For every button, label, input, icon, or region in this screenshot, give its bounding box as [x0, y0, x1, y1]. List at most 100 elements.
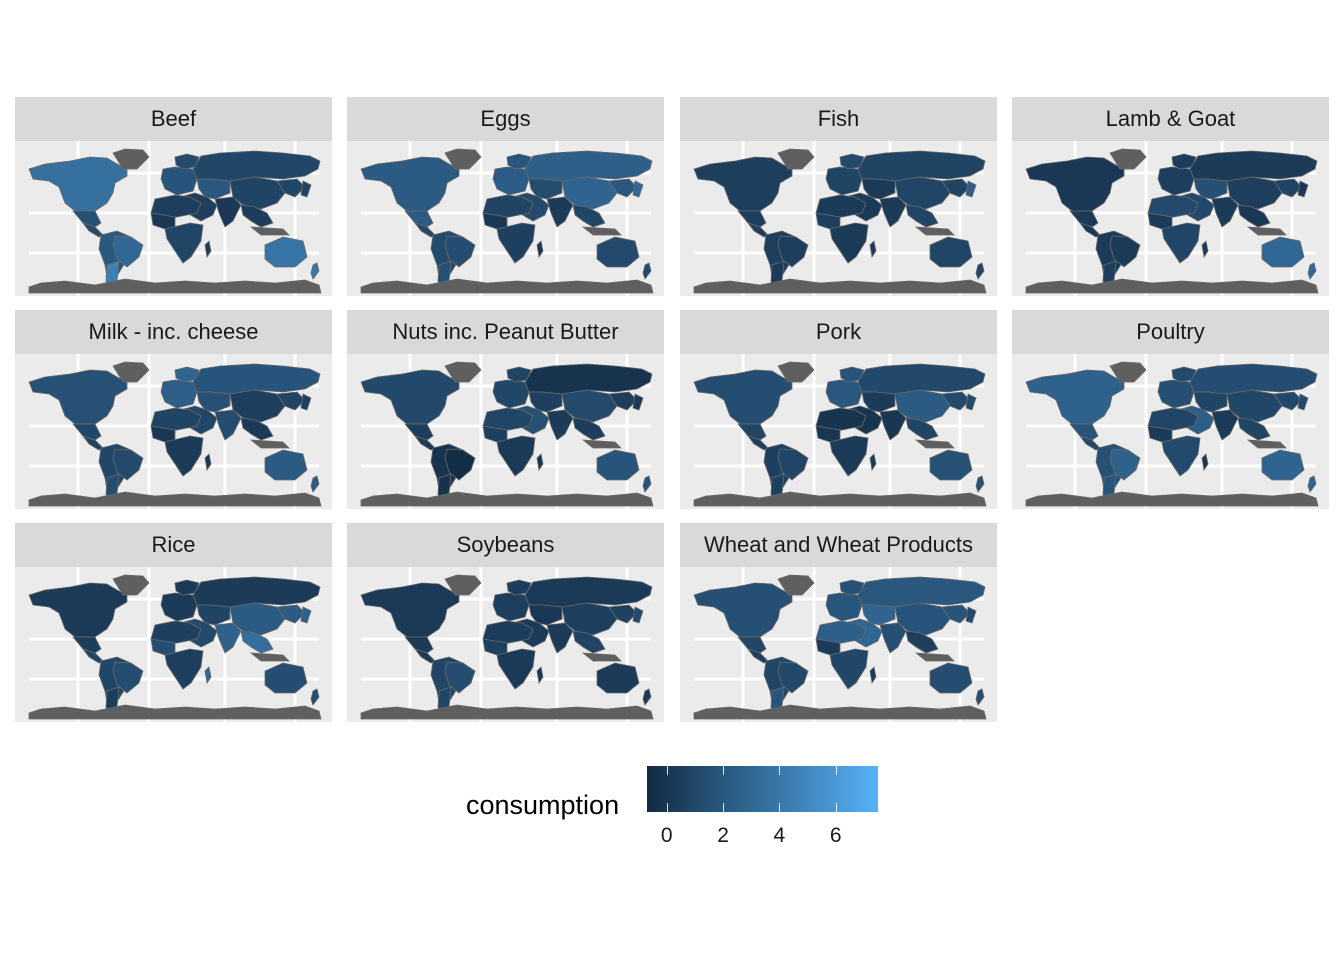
region-madagascar	[536, 240, 544, 259]
region-casia	[196, 391, 231, 413]
region-madagascar	[869, 666, 877, 685]
region-seasia	[905, 417, 939, 441]
facet-panel: Fish	[680, 97, 997, 296]
region-easia	[1273, 178, 1303, 198]
region-mexico	[72, 636, 102, 654]
region-madagascar	[204, 666, 212, 685]
region-seasia	[1237, 204, 1271, 228]
region-sasia	[879, 409, 907, 441]
region-easia	[276, 604, 306, 624]
region-indonesia	[249, 226, 290, 236]
facet-panel: Rice	[15, 523, 332, 722]
region-seasia	[240, 417, 274, 441]
facet-panel: Beef	[15, 97, 332, 296]
region-russia	[524, 576, 653, 608]
region-europe	[825, 592, 863, 622]
region-brazil	[777, 661, 809, 694]
region-china	[894, 602, 951, 636]
region-casia	[528, 604, 563, 626]
region-japan	[300, 606, 312, 624]
region-japan	[965, 180, 977, 198]
facet-strip-label: Pork	[680, 310, 997, 354]
region-safrica	[829, 222, 869, 264]
region-sasia	[1211, 409, 1239, 441]
region-easia	[608, 391, 638, 411]
region-europe	[160, 166, 198, 196]
region-europe	[1157, 166, 1195, 196]
region-antarctica	[1025, 278, 1319, 294]
legend-tick	[779, 803, 781, 812]
region-japan	[300, 393, 312, 411]
facet-strip-label: Beef	[15, 97, 332, 141]
region-mexico	[404, 636, 434, 654]
world-map	[693, 567, 987, 722]
region-russia	[192, 363, 321, 395]
region-madagascar	[204, 240, 212, 259]
facet-panel: Milk - inc. cheese	[15, 310, 332, 509]
region-brazil	[444, 448, 476, 481]
region-mexico	[737, 636, 767, 654]
facet-panel: Lamb & Goat	[1012, 97, 1329, 296]
world-map	[28, 354, 322, 509]
region-mexico	[1069, 210, 1099, 228]
region-antarctica	[28, 491, 322, 507]
region-indonesia	[249, 652, 290, 662]
region-europe	[825, 166, 863, 196]
facet-strip-label: Fish	[680, 97, 997, 141]
region-europe	[160, 592, 198, 622]
region-madagascar	[204, 453, 212, 472]
facet-strip-label: Wheat and Wheat Products	[680, 523, 997, 567]
region-brazil	[1109, 448, 1141, 481]
region-australia	[929, 449, 973, 481]
region-safrica	[829, 648, 869, 690]
region-japan	[632, 180, 644, 198]
region-greenland	[1109, 148, 1147, 170]
region-nz	[642, 262, 652, 280]
region-mexico	[404, 423, 434, 441]
facet-strip-label: Lamb & Goat	[1012, 97, 1329, 141]
region-sasia	[879, 196, 907, 228]
region-europe	[492, 379, 530, 409]
region-china	[1226, 176, 1283, 210]
region-nz	[975, 475, 985, 493]
facet-panel: Nuts inc. Peanut Butter	[347, 310, 664, 509]
region-antarctica	[1025, 491, 1319, 507]
region-china	[229, 602, 286, 636]
world-map	[28, 567, 322, 722]
region-easia	[941, 391, 971, 411]
facet-panel: Soybeans	[347, 523, 664, 722]
region-easia	[1273, 391, 1303, 411]
region-sasia	[546, 622, 574, 654]
region-china	[561, 389, 618, 423]
map-panel	[680, 354, 997, 509]
region-nz	[642, 475, 652, 493]
region-indonesia	[914, 652, 955, 662]
region-mexico	[1069, 423, 1099, 441]
map-panel	[15, 354, 332, 509]
region-nz	[642, 688, 652, 706]
region-nz	[1307, 262, 1317, 280]
region-seasia	[572, 204, 606, 228]
map-panel	[1012, 141, 1329, 296]
region-namerica	[693, 369, 793, 425]
region-australia	[1261, 449, 1305, 481]
region-safrica	[164, 435, 204, 477]
facet-panel: Poultry	[1012, 310, 1329, 509]
region-antarctica	[28, 278, 322, 294]
region-europe	[492, 166, 530, 196]
map-panel	[680, 567, 997, 722]
region-namerica	[1025, 369, 1125, 425]
region-japan	[632, 393, 644, 411]
region-russia	[192, 576, 321, 608]
region-japan	[300, 180, 312, 198]
region-mexico	[737, 210, 767, 228]
region-safrica	[1161, 222, 1201, 264]
region-brazil	[1109, 235, 1141, 268]
region-europe	[160, 379, 198, 409]
region-australia	[1261, 236, 1305, 268]
region-nz	[1307, 475, 1317, 493]
region-japan	[965, 606, 977, 624]
region-seasia	[240, 204, 274, 228]
map-panel	[1012, 354, 1329, 509]
region-seasia	[1237, 417, 1271, 441]
